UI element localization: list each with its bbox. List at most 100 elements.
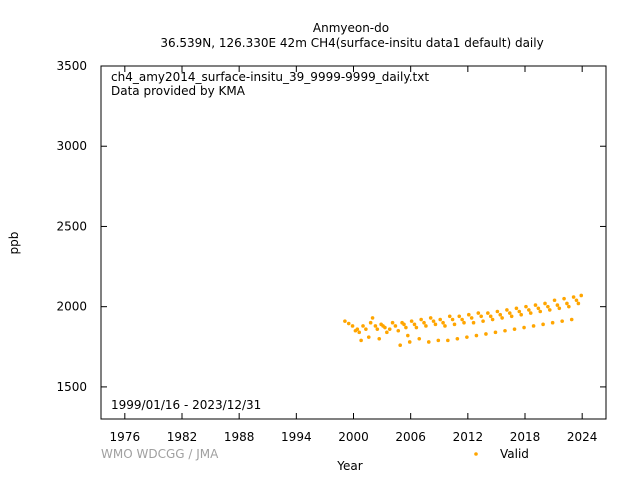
data-point	[377, 336, 382, 341]
y-tick-label: 2000	[56, 300, 87, 314]
data-point	[414, 325, 419, 330]
data-point	[550, 320, 555, 325]
data-point	[441, 320, 445, 325]
data-point	[500, 316, 504, 320]
data-point	[364, 327, 368, 331]
x-tick-label: 2012	[453, 430, 484, 444]
filename-annotation: ch4_amy2014_surface-insitu_39_9999-9999_…	[111, 70, 429, 84]
y-tick-label: 1500	[56, 380, 87, 394]
data-point	[366, 335, 371, 339]
data-point	[412, 322, 417, 327]
data-point	[417, 336, 422, 341]
data-point	[404, 325, 408, 330]
data-point	[486, 311, 490, 315]
data-point	[543, 301, 547, 306]
plot-frame	[100, 65, 607, 420]
data-point	[419, 317, 423, 322]
data-point	[555, 303, 560, 307]
data-point	[428, 316, 433, 320]
data-point	[373, 324, 378, 328]
data-point	[343, 319, 347, 323]
x-axis-label: Year	[336, 459, 362, 473]
data-point	[402, 322, 406, 327]
data-point	[383, 325, 387, 330]
data-point	[438, 317, 443, 322]
chart-subtitle: 36.539N, 126.330E 42m CH4(surface-insitu…	[160, 36, 543, 50]
legend-label: Valid	[500, 447, 529, 461]
data-point	[452, 322, 457, 327]
plot-border	[100, 65, 607, 420]
data-point	[474, 333, 479, 338]
x-tick-label: 1988	[224, 430, 255, 444]
data-point	[361, 324, 365, 328]
y-axis-label: ppb	[7, 232, 21, 255]
data-point	[476, 311, 481, 315]
data-point	[490, 317, 495, 322]
data-point	[536, 306, 541, 311]
data-point	[462, 320, 466, 325]
data-point	[562, 296, 566, 301]
data-point	[541, 322, 545, 327]
data-point	[385, 330, 389, 335]
data-point	[390, 320, 395, 325]
data-point	[484, 332, 488, 336]
data-point	[387, 327, 392, 331]
data-point	[507, 311, 512, 315]
data-point	[509, 314, 514, 319]
data-point	[375, 327, 380, 331]
data-point	[533, 303, 538, 307]
data-point	[457, 314, 462, 319]
data-point	[469, 316, 474, 320]
data-point	[436, 338, 441, 343]
data-point	[571, 295, 576, 299]
data-point	[409, 319, 414, 323]
x-tick-label: 2024	[567, 430, 598, 444]
data-point	[546, 304, 550, 309]
data-point	[528, 311, 533, 315]
data-point	[569, 317, 574, 322]
data-point	[524, 304, 528, 309]
provider-annotation: Data provided by KMA	[111, 84, 246, 98]
data-points	[343, 293, 584, 347]
data-point	[560, 319, 564, 323]
data-point	[460, 317, 464, 322]
data-point	[495, 309, 500, 314]
data-point	[407, 340, 412, 344]
y-tick-label: 2500	[56, 219, 87, 233]
data-point	[503, 328, 507, 333]
data-point	[450, 317, 455, 322]
data-point	[552, 298, 557, 303]
x-tick-label: 2000	[338, 430, 369, 444]
data-point	[406, 333, 410, 338]
data-point	[488, 314, 493, 319]
period-annotation: 1999/01/16 - 2023/12/31	[111, 398, 261, 412]
data-point	[368, 320, 373, 325]
data-point	[574, 298, 579, 303]
data-point	[471, 320, 476, 325]
data-point	[465, 335, 469, 339]
data-point	[359, 338, 363, 343]
data-point	[431, 319, 436, 323]
x-tick-label: 1994	[281, 430, 312, 444]
data-point	[538, 309, 543, 314]
data-point	[493, 330, 498, 335]
data-point	[498, 312, 503, 317]
legend: Valid	[474, 447, 529, 461]
data-point	[447, 314, 452, 319]
data-point	[357, 330, 362, 335]
x-tick-label: 1982	[167, 430, 198, 444]
data-point	[531, 324, 536, 328]
data-point	[466, 312, 471, 317]
data-point	[455, 336, 460, 341]
data-point	[446, 338, 450, 343]
chart-title: Anmyeon-do	[313, 21, 389, 35]
data-point	[567, 304, 571, 309]
x-tick-label: 2006	[395, 430, 426, 444]
data-point	[565, 301, 569, 306]
data-point	[547, 308, 552, 312]
data-point	[514, 306, 519, 311]
data-point	[370, 316, 375, 320]
data-point	[512, 327, 517, 331]
data-point	[424, 324, 428, 328]
